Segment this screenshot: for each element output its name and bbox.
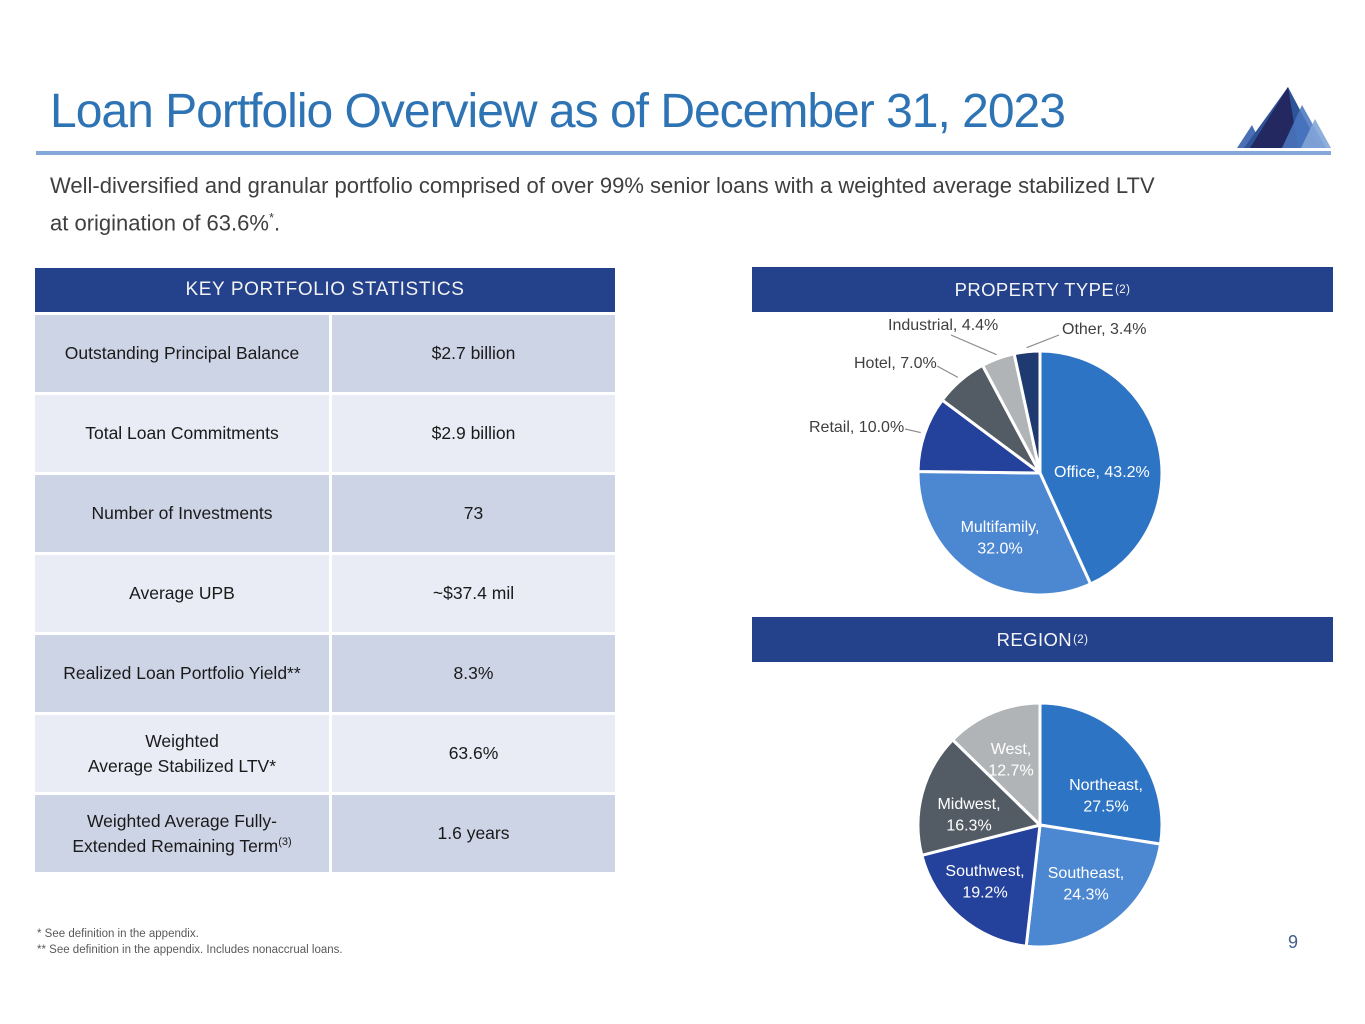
subtitle: Well-diversified and granular portfolio … <box>50 170 1340 239</box>
region-header-sup: (2) <box>1073 633 1089 646</box>
pie-label-retail: Retail, 10.0% <box>809 419 904 436</box>
pie-label-other: Other, 3.4% <box>1062 321 1147 338</box>
property-type-header-sup: (2) <box>1115 283 1131 296</box>
pie-slice-southeast <box>1024 823 1162 949</box>
subtitle-period: . <box>274 210 281 236</box>
region-header: REGION (2) <box>752 617 1333 662</box>
stat-label: Weighted Average Stabilized LTV* <box>35 715 329 792</box>
pie-slice-northeast <box>1038 701 1164 846</box>
leader-line-other <box>1026 334 1060 349</box>
table-row: Average UPB ~$37.4 mil <box>35 555 615 632</box>
pie-label-southeast: Southeast, <box>1048 865 1125 882</box>
stat-value: 63.6% <box>332 715 615 792</box>
pie-label-midwest: 16.3% <box>946 818 991 835</box>
logo-triangle-right-light <box>1301 119 1331 148</box>
pie-label-northeast: 27.5% <box>1083 799 1128 816</box>
table-row: Realized Loan Portfolio Yield** 8.3% <box>35 635 615 712</box>
stat-label: Outstanding Principal Balance <box>35 315 329 392</box>
pie-label-office: Office, 43.2% <box>1054 464 1150 481</box>
pie-label-multifamily: 32.0% <box>977 541 1022 558</box>
stat-value: ~$37.4 mil <box>332 555 615 632</box>
leader-line-hotel <box>936 365 959 378</box>
footnotes: * See definition in the appendix. ** See… <box>37 926 343 958</box>
stat-label: Total Loan Commitments <box>35 395 329 472</box>
pie-label-west: 12.7% <box>988 763 1033 780</box>
property-type-header: PROPERTY TYPE (2) <box>752 267 1333 312</box>
subtitle-line1: Well-diversified and granular portfolio … <box>50 173 1155 198</box>
pie-label-southwest: 19.2% <box>962 885 1007 902</box>
subtitle-line2: at origination of 63.6% <box>50 210 269 236</box>
title-underline <box>36 151 1331 155</box>
pie-label-west: West, <box>991 741 1032 758</box>
table-row: Weighted Average Fully- Extended Remainin… <box>35 795 615 872</box>
pie-slice-midwest <box>916 738 1042 857</box>
footnote-2: ** See definition in the appendix. Inclu… <box>37 944 343 956</box>
table-header: KEY PORTFOLIO STATISTICS <box>35 268 615 312</box>
leader-line-retail <box>904 428 921 434</box>
stat-label: Average UPB <box>35 555 329 632</box>
stat-label: Number of Investments <box>35 475 329 552</box>
stat-value: $2.7 billion <box>332 315 615 392</box>
region-pie-chart: Northeast, 27.5% Southeast, 24.3% Southwest,… <box>916 701 1164 949</box>
subtitle-footnote-marker: * <box>268 210 274 225</box>
region-header-label: REGION <box>996 628 1073 650</box>
page-title: Loan Portfolio Overview as of December 3… <box>50 85 1066 138</box>
company-logo <box>1237 87 1331 148</box>
stat-value: 8.3% <box>332 635 615 712</box>
stat-label: Weighted Average Fully- Extended Remainin… <box>35 795 329 872</box>
pie-label-midwest: Midwest, <box>937 796 1000 813</box>
pie-label-northeast: Northeast, <box>1069 777 1143 794</box>
pie-slice-office <box>1038 349 1164 586</box>
stat-value: 1.6 years <box>332 795 615 872</box>
pie-label-multifamily: Multifamily, <box>961 519 1040 536</box>
pie-label-hotel: Hotel, 7.0% <box>854 355 937 372</box>
footnote-1: * See definition in the appendix. <box>37 928 199 940</box>
stat-value: 73 <box>332 475 615 552</box>
pie-slice-other <box>1012 349 1042 475</box>
table-body: Outstanding Principal Balance $2.7 billio… <box>35 315 615 872</box>
pie-slice-southwest <box>920 823 1042 948</box>
property-type-pie-chart: Office, 43.2% Multifamily, 32.0% Retail, 10… <box>809 317 1164 597</box>
pie-label-southeast: 24.3% <box>1063 887 1108 904</box>
logo-triangle-dark <box>1250 87 1298 148</box>
table-row: Weighted Average Stabilized LTV* 63.6% <box>35 715 615 792</box>
pie-slice-west <box>951 701 1042 827</box>
property-type-header-label: PROPERTY TYPE <box>954 278 1115 300</box>
pie-slice-multifamily <box>916 469 1093 597</box>
table-row: Outstanding Principal Balance $2.7 billio… <box>35 315 615 392</box>
stat-label-sup: (3) <box>278 835 292 848</box>
stat-label: Realized Loan Portfolio Yield** <box>35 635 329 712</box>
key-portfolio-statistics-table: KEY PORTFOLIO STATISTICS Outstanding Pri… <box>35 268 615 875</box>
stat-value: $2.9 billion <box>332 395 615 472</box>
page-number: 9 <box>1288 932 1299 952</box>
leader-line-industrial <box>950 334 997 356</box>
table-row: Number of Investments 73 <box>35 475 615 552</box>
pie-label-industrial: Industrial, 4.4% <box>888 317 998 334</box>
pie-label-southwest: Southwest, <box>945 863 1024 880</box>
table-row: Total Loan Commitments $2.9 billion <box>35 395 615 472</box>
